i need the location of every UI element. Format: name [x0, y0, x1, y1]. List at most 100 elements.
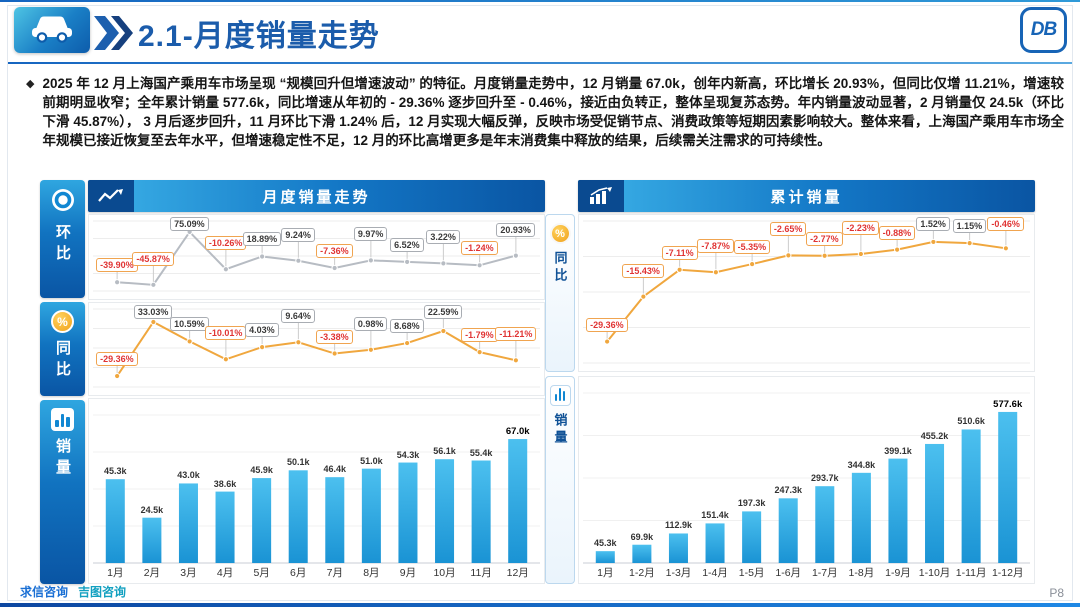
bar-value-label: 455.2k [920, 430, 949, 441]
monthly-yoy-line-chart: -29.36% 33.03% 10.59% -10.01% 4.03% 9.64% -3.3… [88, 302, 545, 396]
bar-value-label: 46.4k [323, 464, 347, 475]
strip-segment-yoy: % 同比 [40, 302, 85, 396]
x-axis-label: 1-6月 [775, 567, 802, 579]
monthly-mom-line-chart: -39.90% -45.87% 75.09% -10.26% 18.89% 9.24% -7… [88, 214, 545, 300]
point-value-label: 6.52% [390, 237, 424, 252]
cumulative-title: 累计销量 [770, 188, 843, 206]
x-axis-label: 1-4月 [702, 567, 728, 579]
x-axis-label: 12月 [506, 567, 529, 579]
x-axis-label: 11月 [470, 567, 492, 579]
monthly-trend-body: 月度销量走势 -39.90% -45.87% 75.09% -10.26% 18.89%… [88, 180, 545, 584]
bar-value-label: 344.8k [847, 459, 876, 470]
cumulative-panel: % 同比 销量 累计销量 -29.36% -15.43% [545, 180, 1035, 584]
bar-value-label: 51.0k [360, 455, 383, 466]
bar-chart-icon [549, 385, 571, 406]
x-axis-label: 1-2月 [629, 567, 655, 579]
intro-block: ◆ 2025 年 12 月上海国产乘用车市场呈现 “规模回升但增速波动” 的特征… [26, 74, 1064, 150]
bar-value-label: 55.4k [469, 447, 493, 458]
bar-chart-icon [51, 408, 74, 431]
point-value-label: 1.15% [952, 219, 987, 234]
bar-value-label: 67.0k [505, 426, 530, 438]
bar-value-label: 54.3k [396, 449, 420, 460]
target-icon [51, 188, 75, 217]
point-value-label: 18.89% [242, 232, 282, 247]
diamond-bullet-icon: ◆ [26, 78, 35, 90]
company-logo: DB [1020, 7, 1067, 53]
x-axis-label: 1-11月 [955, 567, 987, 579]
cumulative-header: 累计销量 [578, 180, 1035, 212]
x-axis-label: 3月 [180, 567, 197, 579]
point-value-label: -29.36% [96, 352, 138, 367]
x-axis-label: 4月 [216, 567, 234, 579]
footer-link-qiuxin[interactable]: 求信咨询 [20, 585, 69, 599]
bar-value-label: 56.1k [433, 446, 456, 457]
point-value-label: 9.24% [281, 227, 315, 242]
trend-line-icon [88, 180, 134, 212]
point-value-label: -10.26% [204, 236, 247, 251]
percent-icon: % [549, 223, 571, 244]
bar-value-label: 577.6k [993, 398, 1023, 410]
point-value-label: -3.38% [316, 329, 353, 344]
percent-icon: % [51, 310, 74, 333]
point-value-label: -0.46% [987, 217, 1024, 231]
cumulative-body: 累计销量 -29.36% -15.43% -7.11% -7.87% -5.35% -2.… [578, 180, 1035, 584]
bar-value-label: 24.5k [140, 504, 164, 515]
strip-label-cum-yoy: 同比 [552, 251, 568, 285]
point-value-label: -1.79% [461, 328, 498, 343]
strip-segment-sales: 销量 [40, 400, 85, 584]
strip-label-sales: 销量 [54, 438, 71, 480]
monthly-trend-panel: 环比 % 同比 销量 月度销量走势 -39.90% -45.87% 75.09% -1… [40, 180, 545, 584]
point-value-label: 9.97% [353, 227, 388, 242]
x-axis-label: 1-3月 [665, 567, 692, 579]
x-axis-label: 1-9月 [885, 567, 911, 579]
point-value-label: -7.87% [697, 239, 734, 254]
page-number: P8 [1049, 586, 1064, 600]
bar-value-label: 50.1k [286, 457, 310, 468]
footer-link-jitu[interactable]: 吉图咨询 [78, 585, 127, 599]
strip-segment-mom: 环比 [40, 180, 85, 298]
point-value-label: -2.77% [806, 231, 843, 246]
point-value-label: -7.11% [661, 245, 698, 260]
cumulative-yoy-line-chart: -29.36% -15.43% -7.11% -7.87% -5.35% -2.65% -2… [578, 214, 1035, 372]
bar-value-label: 510.6k [957, 416, 985, 427]
bar-value-label: 45.3k [104, 466, 127, 477]
monthly-sales-bar-chart: 45.3k 1月 24.5k 2月 43.0k 3月 38.6k 4月 45.9k 5月 50.1k… [88, 398, 545, 584]
point-value-label: -5.35% [733, 240, 771, 255]
monthly-trend-header: 月度销量走势 [88, 180, 545, 212]
point-value-label: -45.87% [132, 251, 174, 266]
bar-value-label: 112.9k [664, 520, 692, 531]
point-value-label: 4.03% [245, 323, 279, 338]
point-value-label: 0.98% [353, 316, 388, 331]
point-value-label: 10.59% [170, 317, 209, 332]
x-axis-label: 9月 [399, 567, 417, 579]
point-value-label: -1.24% [461, 241, 498, 256]
bar-value-label: 197.3k [737, 498, 766, 509]
x-axis-label: 1-12月 [991, 567, 1024, 579]
point-value-label: 20.93% [496, 222, 535, 237]
x-axis-label: 8月 [363, 567, 380, 579]
bottom-accent-line [0, 603, 1080, 607]
x-axis-label: 2月 [143, 567, 161, 579]
cumulative-sales-bar-chart: 45.3k 1月 69.9k 1-2月 112.9k 1-3月 151.4k 1-4月 197.… [578, 376, 1035, 584]
page-title: 2.1-月度销量走势 [138, 20, 380, 53]
header-divider [8, 62, 1072, 64]
monthly-trend-title: 月度销量走势 [262, 188, 371, 206]
point-value-label: 22.59% [423, 305, 463, 319]
point-value-label: 3.22% [426, 230, 460, 245]
strip-segment-cum-sales: 销量 [545, 376, 575, 584]
x-axis-label: 7月 [326, 567, 343, 579]
bar-value-label: 69.9k [630, 531, 654, 542]
x-axis-label: 1-8月 [848, 567, 875, 579]
point-value-label: -29.36% [586, 317, 628, 332]
point-value-label: -0.88% [878, 225, 916, 240]
point-value-label: 8.68% [390, 319, 424, 334]
bar-value-label: 151.4k [701, 510, 729, 521]
point-value-label: -7.36% [316, 243, 353, 258]
intro-paragraph: 2025 年 12 月上海国产乘用车市场呈现 “规模回升但增速波动” 的特征。月… [42, 76, 1064, 148]
point-value-label: 1.52% [916, 217, 950, 231]
point-value-label: 9.64% [281, 309, 315, 324]
bar-value-label: 38.6k [213, 478, 237, 489]
chevron-arrows-icon [94, 13, 134, 53]
bar-value-label: 293.7k [811, 473, 839, 484]
x-axis-label: 1-7月 [811, 567, 838, 579]
